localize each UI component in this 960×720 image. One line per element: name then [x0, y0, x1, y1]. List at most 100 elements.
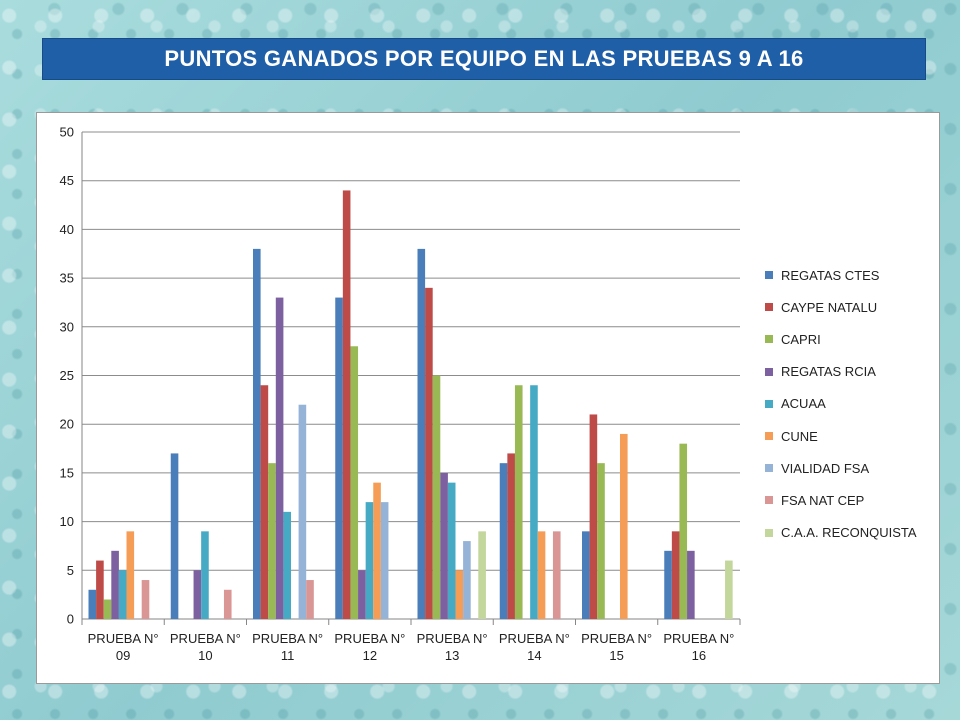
x-tick-label: 12	[363, 648, 377, 663]
bar	[275, 297, 284, 619]
chart-panel: 0 5 10 15 20 25 30 35 40 45 50 PRUEBA N° 09 PRUEBA N°…	[36, 112, 940, 684]
y-tick-label: 10	[60, 514, 74, 529]
legend-swatch	[765, 528, 773, 537]
bar	[223, 589, 232, 619]
bar	[664, 550, 672, 619]
bar	[425, 287, 433, 619]
legend-swatch	[765, 432, 773, 441]
bar	[193, 570, 202, 619]
legend-item: REGATAS RCIA	[765, 356, 935, 388]
bar	[432, 375, 441, 619]
x-tick-label: 14	[527, 648, 541, 663]
bar	[88, 589, 97, 619]
legend-label: CUNE	[781, 428, 818, 444]
bar	[298, 404, 307, 619]
bar	[335, 297, 343, 619]
bar	[201, 531, 209, 619]
bar	[103, 599, 112, 619]
y-tick-label: 0	[67, 612, 74, 627]
x-tick-label: 10	[198, 648, 212, 663]
bar	[687, 550, 695, 619]
bar	[582, 531, 590, 619]
x-tick-label: 15	[609, 648, 623, 663]
legend-swatch	[765, 399, 773, 408]
bar	[358, 570, 366, 619]
x-tick-label: PRUEBA N°	[88, 631, 159, 646]
bar	[306, 580, 314, 619]
bar	[342, 190, 351, 619]
title-banner: PUNTOS GANADOS POR EQUIPO EN LAS PRUEBAS…	[42, 38, 926, 80]
bar	[725, 560, 733, 619]
x-tick-label: PRUEBA N°	[417, 631, 488, 646]
y-tick-label: 50	[60, 125, 74, 140]
y-tick-label: 20	[60, 417, 74, 432]
bar	[365, 502, 374, 619]
legend-swatch	[765, 464, 773, 473]
bar	[268, 463, 276, 619]
x-tick-label: PRUEBA N°	[581, 631, 652, 646]
x-tick-label: 11	[281, 648, 295, 663]
x-tick-label: 09	[116, 648, 130, 663]
bar	[478, 531, 486, 619]
bar	[111, 550, 119, 619]
bar	[96, 560, 104, 619]
legend-label: FSA NAT CEP	[781, 492, 865, 508]
bar	[530, 385, 538, 619]
bar	[514, 385, 523, 619]
legend-label: ACUAA	[781, 396, 826, 412]
bar	[126, 531, 135, 619]
legend-label: CAYPE NATALU	[781, 299, 878, 315]
legend-item: CAYPE NATALU	[765, 291, 935, 323]
x-tick-label: PRUEBA N°	[334, 631, 405, 646]
bar	[537, 531, 546, 619]
bar	[417, 248, 426, 619]
bar	[499, 463, 508, 619]
page-title: PUNTOS GANADOS POR EQUIPO EN LAS PRUEBAS…	[164, 46, 804, 71]
bar	[170, 453, 179, 619]
bar	[440, 472, 448, 619]
bar	[552, 531, 561, 619]
bar	[679, 443, 688, 619]
bar	[620, 433, 628, 619]
bar	[118, 570, 127, 619]
legend-item: FSA NAT CEP	[765, 484, 935, 516]
legend-swatch	[765, 303, 773, 312]
x-tick-label: PRUEBA N°	[499, 631, 570, 646]
bar	[283, 511, 291, 619]
x-tick-label: PRUEBA N°	[663, 631, 734, 646]
bar	[597, 463, 605, 619]
y-tick-label: 40	[60, 222, 74, 237]
bar	[447, 482, 456, 619]
bar	[373, 482, 381, 619]
y-tick-label: 35	[60, 271, 74, 286]
legend-label: VIALIDAD FSA	[781, 460, 870, 476]
legend-swatch	[765, 335, 773, 344]
x-tick-label: PRUEBA N°	[170, 631, 241, 646]
legend-swatch	[765, 367, 773, 376]
legend-label: CAPRI	[781, 331, 821, 347]
x-tick-label: PRUEBA N°	[252, 631, 323, 646]
bar	[455, 570, 464, 619]
legend-swatch	[765, 496, 773, 505]
y-tick-label: 30	[60, 319, 74, 334]
y-tick-label: 25	[60, 368, 74, 383]
y-tick-label: 45	[60, 173, 74, 188]
y-tick-label: 15	[60, 465, 74, 480]
bar	[260, 385, 269, 619]
legend-item: CUNE	[765, 420, 935, 452]
bar-chart: 0 5 10 15 20 25 30 35 40 45 50 PRUEBA N° 09 PRUEBA N°…	[60, 125, 741, 663]
legend-item: VIALIDAD FSA	[765, 452, 935, 484]
bar	[380, 502, 389, 619]
legend-item: C.A.A. RECONQUISTA	[765, 517, 935, 549]
bar	[463, 541, 471, 619]
x-tick-label: 13	[445, 648, 459, 663]
x-tick-label: 16	[692, 648, 706, 663]
legend-item: REGATAS CTES	[765, 259, 935, 291]
bar	[589, 414, 598, 619]
chart-legend: REGATAS CTES CAYPE NATALU CAPRI REGATAS RCI…	[765, 259, 935, 549]
legend-label: REGATAS RCIA	[781, 364, 876, 380]
bar	[671, 531, 680, 619]
bar	[507, 453, 515, 619]
bar	[141, 580, 150, 619]
y-tick-label: 5	[67, 563, 74, 578]
